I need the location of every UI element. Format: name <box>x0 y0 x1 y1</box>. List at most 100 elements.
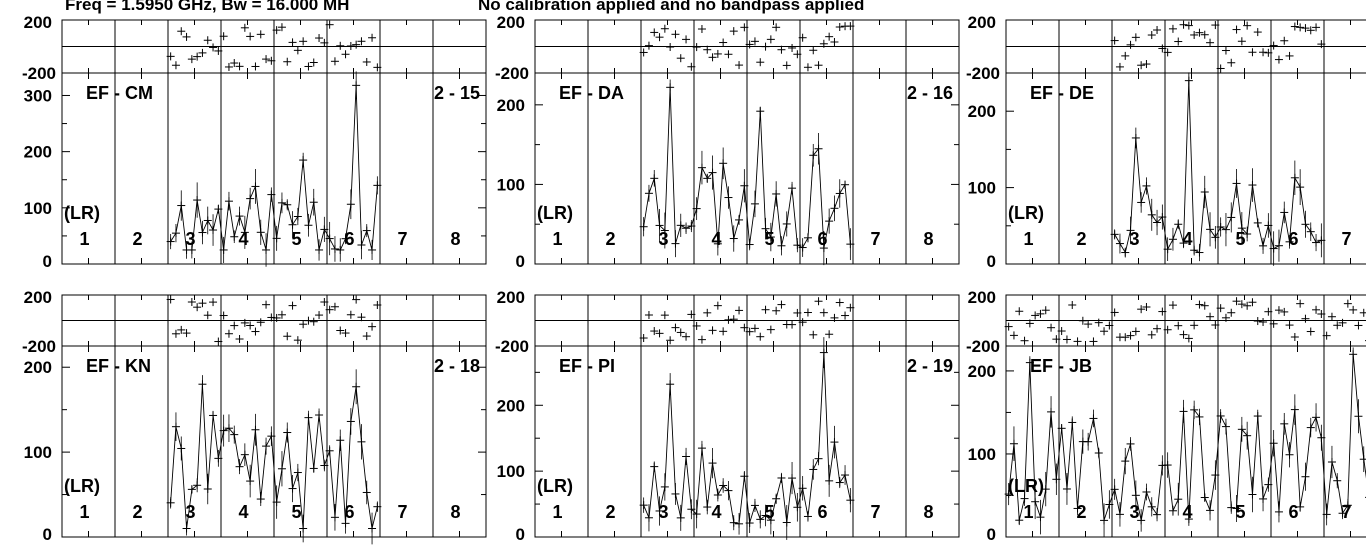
scan-label: 2 - 15 <box>434 83 480 103</box>
channel-number-label: 4 <box>711 229 721 249</box>
channel-number-label: 3 <box>658 502 668 522</box>
amplitude-tick-label: 200 <box>24 358 52 377</box>
amplitude-tick-label: 0 <box>987 525 996 544</box>
baseline-label: EF - PI <box>559 356 615 376</box>
amplitude-tick-label: 0 <box>516 252 525 271</box>
polarization-label: (LR) <box>64 476 100 496</box>
calibration-header: No calibration applied and no bandpass a… <box>478 0 865 14</box>
scan-label: 2 - 19 <box>907 356 953 376</box>
amplitude-tick-label: 0 <box>43 525 52 544</box>
phase-tick-label: 200 <box>24 13 52 32</box>
amplitude-tick-label: 200 <box>497 96 525 115</box>
amplitude-tick-label: 100 <box>968 445 996 464</box>
channel-number-label: 7 <box>870 229 880 249</box>
phase-tick-label: 200 <box>968 13 996 32</box>
channel-number-label: 7 <box>1341 229 1351 249</box>
channel-number-label: 4 <box>711 502 721 522</box>
channel-number-label: 3 <box>185 502 195 522</box>
scan-label: 2 - 16 <box>907 83 953 103</box>
channel-number-label: 8 <box>923 502 933 522</box>
polarization-label: (LR) <box>1008 476 1044 496</box>
channel-number-label: 5 <box>1235 229 1245 249</box>
channel-number-label: 2 <box>132 502 142 522</box>
phase-tick-label: -200 <box>22 64 56 83</box>
channel-number-label: 7 <box>1341 502 1351 522</box>
amplitude-tick-label: 100 <box>497 175 525 194</box>
channel-number-label: 6 <box>817 502 827 522</box>
channel-number-label: 8 <box>923 229 933 249</box>
phase-tick-label: -200 <box>495 337 529 356</box>
channel-number-label: 2 <box>1076 229 1086 249</box>
phase-tick-label: 200 <box>497 13 525 32</box>
amplitude-series-line <box>1114 80 1322 254</box>
channel-number-label: 3 <box>185 229 195 249</box>
channel-number-label: 2 <box>1076 502 1086 522</box>
channel-number-label: 2 <box>605 502 615 522</box>
channel-number-label: 4 <box>238 229 248 249</box>
channel-number-label: 1 <box>79 229 89 249</box>
polarization-label: (LR) <box>537 476 573 496</box>
amplitude-tick-label: 300 <box>24 86 52 105</box>
polarization-label: (LR) <box>1008 203 1044 223</box>
channel-number-label: 1 <box>552 502 562 522</box>
amplitude-tick-label: 200 <box>497 396 525 415</box>
baseline-label: EF - JB <box>1030 356 1092 376</box>
channel-number-label: 5 <box>291 502 301 522</box>
channel-number-label: 3 <box>1129 502 1139 522</box>
channel-number-label: 6 <box>817 229 827 249</box>
amplitude-tick-label: 0 <box>987 252 996 271</box>
channel-number-label: 3 <box>1129 229 1139 249</box>
amplitude-tick-label: 100 <box>24 199 52 218</box>
amplitude-tick-label: 200 <box>968 362 996 381</box>
amplitude-tick-label: 200 <box>968 102 996 121</box>
amplitude-series-line <box>1008 354 1366 521</box>
channel-number-label: 1 <box>1023 502 1033 522</box>
polarization-label: (LR) <box>64 203 100 223</box>
scan-label: 2 - 18 <box>434 356 480 376</box>
phase-tick-label: -200 <box>966 337 1000 356</box>
channel-number-label: 8 <box>450 502 460 522</box>
amplitude-series-line <box>170 85 378 251</box>
phase-tick-label: -200 <box>495 64 529 83</box>
frequency-header: Freq = 1.5950 GHz, Bw = 16.000 MH <box>65 0 350 14</box>
channel-number-label: 3 <box>658 229 668 249</box>
channel-number-label: 5 <box>291 229 301 249</box>
channel-number-label: 1 <box>79 502 89 522</box>
amplitude-tick-label: 0 <box>516 525 525 544</box>
baseline-label: EF - CM <box>86 83 153 103</box>
phase-tick-label: 200 <box>24 288 52 307</box>
channel-number-label: 2 <box>605 229 615 249</box>
phase-tick-label: 200 <box>968 288 996 307</box>
phase-tick-label: -200 <box>966 64 1000 83</box>
baseline-label: EF - DA <box>559 83 624 103</box>
channel-number-label: 4 <box>1182 502 1192 522</box>
channel-number-label: 4 <box>1182 229 1192 249</box>
channel-number-label: 6 <box>1288 502 1298 522</box>
amplitude-series-line <box>643 352 851 525</box>
amplitude-tick-label: 100 <box>497 462 525 481</box>
amplitude-tick-label: 100 <box>968 179 996 198</box>
amplitude-tick-label: 100 <box>24 443 52 462</box>
channel-number-label: 8 <box>450 229 460 249</box>
amplitude-series-line <box>170 384 378 529</box>
channel-number-label: 5 <box>764 229 774 249</box>
channel-number-label: 7 <box>870 502 880 522</box>
phase-tick-label: 200 <box>497 288 525 307</box>
channel-number-label: 7 <box>397 502 407 522</box>
phase-tick-label: -200 <box>22 337 56 356</box>
channel-number-label: 5 <box>1235 502 1245 522</box>
amplitude-tick-label: 200 <box>24 143 52 162</box>
amplitude-tick-label: 0 <box>43 252 52 271</box>
channel-number-label: 4 <box>238 502 248 522</box>
baseline-label: EF - KN <box>86 356 151 376</box>
channel-number-label: 7 <box>397 229 407 249</box>
channel-number-label: 6 <box>1288 229 1298 249</box>
amplitude-series-line <box>643 87 851 249</box>
baseline-label: EF - DE <box>1030 83 1094 103</box>
channel-number-label: 5 <box>764 502 774 522</box>
channel-number-label: 1 <box>1023 229 1033 249</box>
polarization-label: (LR) <box>537 203 573 223</box>
channel-number-label: 6 <box>344 502 354 522</box>
channel-number-label: 2 <box>132 229 142 249</box>
